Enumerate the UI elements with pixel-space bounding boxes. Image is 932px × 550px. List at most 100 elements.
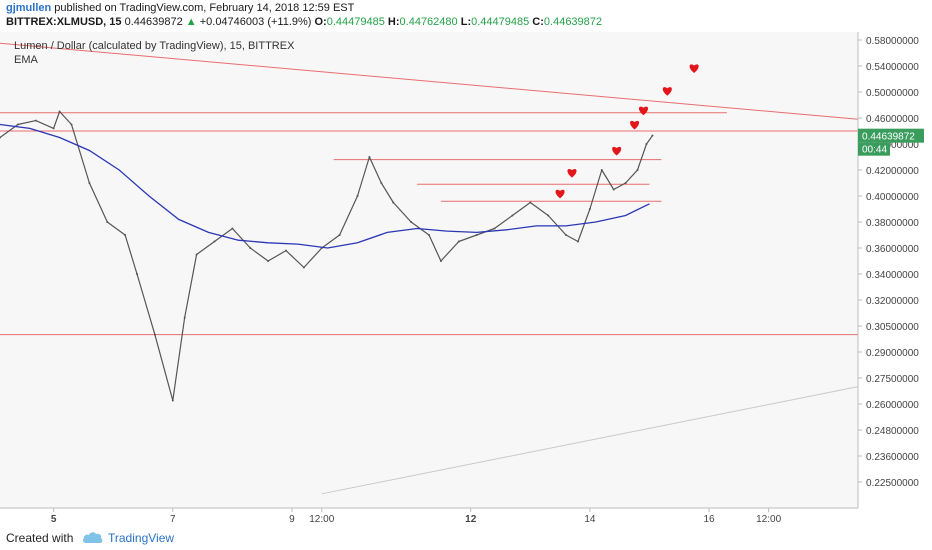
y-tick-label-11: 0.30500000: [866, 322, 919, 333]
y-tick-label-17: 0.22500000: [866, 478, 919, 489]
price-point-32: [511, 214, 514, 217]
x-axis-ticks: 5 7 9 12:00 12 14 16 12:00: [51, 508, 782, 525]
x-tick-label-2: 9: [289, 514, 295, 525]
heart-icon-6: [689, 64, 699, 73]
price-point-1: [16, 123, 19, 126]
y-tick-label-15: 0.24800000: [866, 426, 919, 437]
up-triangle-icon: ▲: [185, 16, 197, 28]
chart-header: gjmullen published on TradingView.com, F…: [0, 0, 932, 32]
plot-background: [0, 32, 858, 508]
heart-icon-0: [555, 189, 565, 199]
price-point-13: [195, 253, 198, 256]
published-text: published on TradingView.com, February 1…: [54, 2, 355, 14]
low-label: L:: [460, 16, 472, 28]
horizontal-levels: [0, 112, 858, 336]
indicator-label: EMA: [14, 54, 39, 66]
tradingview-brand[interactable]: TradingView: [108, 531, 175, 545]
price-point-3: [52, 127, 55, 130]
x-tick-label-4: 12: [465, 514, 477, 525]
price-point-15: [231, 227, 234, 230]
y-tick-label-16: 0.23600000: [866, 452, 919, 463]
price-point-26: [410, 221, 413, 223]
close-label: C:: [532, 16, 544, 28]
price-point-31: [493, 227, 496, 230]
heart-icon-2: [612, 146, 622, 156]
symbol-label: BITTREX:XLMUSD, 15: [6, 16, 122, 28]
price-point-18: [285, 249, 287, 252]
price-point-37: [588, 208, 591, 210]
x-tick-label-5: 14: [584, 514, 596, 525]
price-point-30: [475, 234, 478, 236]
x-tick-label-3: 12:00: [309, 514, 334, 525]
low-value: 0.44479485: [471, 16, 530, 28]
y-tick-label-6: 0.40000000: [866, 192, 919, 203]
x-tick-label-7: 12:00: [756, 514, 781, 525]
x-tick-label-0: 5: [51, 514, 57, 525]
price-point-28: [439, 260, 442, 262]
price-point-22: [356, 195, 359, 197]
price-point-7: [106, 221, 109, 223]
price-point-11: [171, 399, 174, 402]
y-tick-label-14: 0.26000000: [866, 400, 919, 411]
high-value: 0.44762480: [399, 16, 458, 28]
tradingview-cloud-icon: [82, 532, 103, 543]
price-point-9: [136, 273, 139, 275]
countdown-box: [858, 142, 890, 156]
close-value: 0.44639872: [543, 16, 603, 28]
open-value: 0.44479485: [326, 16, 385, 28]
price-point-27: [428, 234, 430, 236]
price-point-17: [267, 260, 270, 262]
y-tick-label-7: 0.38000000: [866, 218, 919, 229]
chart-title: Lumen / Dollar (calculated by TradingVie…: [14, 40, 295, 52]
price-point-8: [124, 234, 127, 236]
y-tick-label-12: 0.29000000: [866, 348, 919, 359]
axes: [0, 32, 859, 509]
ema-line: [0, 123, 650, 249]
price-point-35: [565, 234, 568, 236]
plot-area: [0, 32, 858, 508]
ema-series: [0, 123, 650, 249]
trendlines: [0, 42, 859, 495]
y-tick-label-0: 0.58000000: [866, 36, 919, 47]
price-point-16: [249, 247, 252, 249]
price-point-2: [34, 119, 37, 122]
y-tick-label-4: 0.44000000: [866, 140, 919, 151]
high-label: H:: [387, 16, 400, 28]
y-axis-ticks: 0.58000000 0.54000000 0.50000000 0.46000000…: [858, 36, 919, 489]
price-point-36: [576, 240, 579, 243]
heart-markers: [555, 64, 699, 199]
price-point-34: [547, 214, 550, 217]
heart-icon-4: [638, 106, 649, 116]
price-point-10: [153, 333, 156, 336]
y-tick-label-9: 0.34000000: [866, 270, 919, 281]
y-tick-label-8: 0.36000000: [866, 244, 919, 255]
last-price: 0.44639872: [124, 16, 183, 28]
y-tick-label-10: 0.32000000: [866, 296, 919, 307]
countdown-label: 00:44: [862, 145, 887, 156]
author-link[interactable]: gjmullen: [6, 2, 52, 14]
y-tick-label-3: 0.46000000: [866, 114, 919, 125]
price-point-23: [368, 156, 371, 158]
price-point-12: [183, 316, 186, 319]
price-point-5: [70, 123, 73, 126]
price-point-39: [612, 188, 615, 191]
price-chart[interactable]: 0.58000000 0.54000000 0.50000000 0.46000000…: [0, 32, 932, 526]
price-tags: 0.44639872 00:44: [858, 128, 924, 156]
heart-icon-5: [662, 87, 672, 96]
price-point-40: [624, 182, 627, 184]
price-point-38: [600, 169, 603, 171]
publish-line: gjmullen published on TradingView.com, F…: [6, 2, 354, 14]
price-point-14: [213, 240, 216, 243]
price-point-19: [302, 266, 305, 269]
trendline-ascending-support: [321, 386, 859, 495]
price-point-33: [529, 201, 532, 204]
heart-icon-1: [567, 169, 577, 178]
price-tag-box: [858, 128, 924, 143]
price-point-0: [0, 136, 1, 139]
footer: Created with TradingView: [0, 526, 932, 550]
y-tick-label-13: 0.27500000: [866, 374, 919, 385]
open-label: O:: [314, 16, 327, 28]
x-tick-label-1: 7: [170, 514, 176, 525]
price-change: +0.04746003 (+11.9%): [199, 16, 312, 28]
price-tag-label: 0.44639872: [862, 132, 915, 143]
